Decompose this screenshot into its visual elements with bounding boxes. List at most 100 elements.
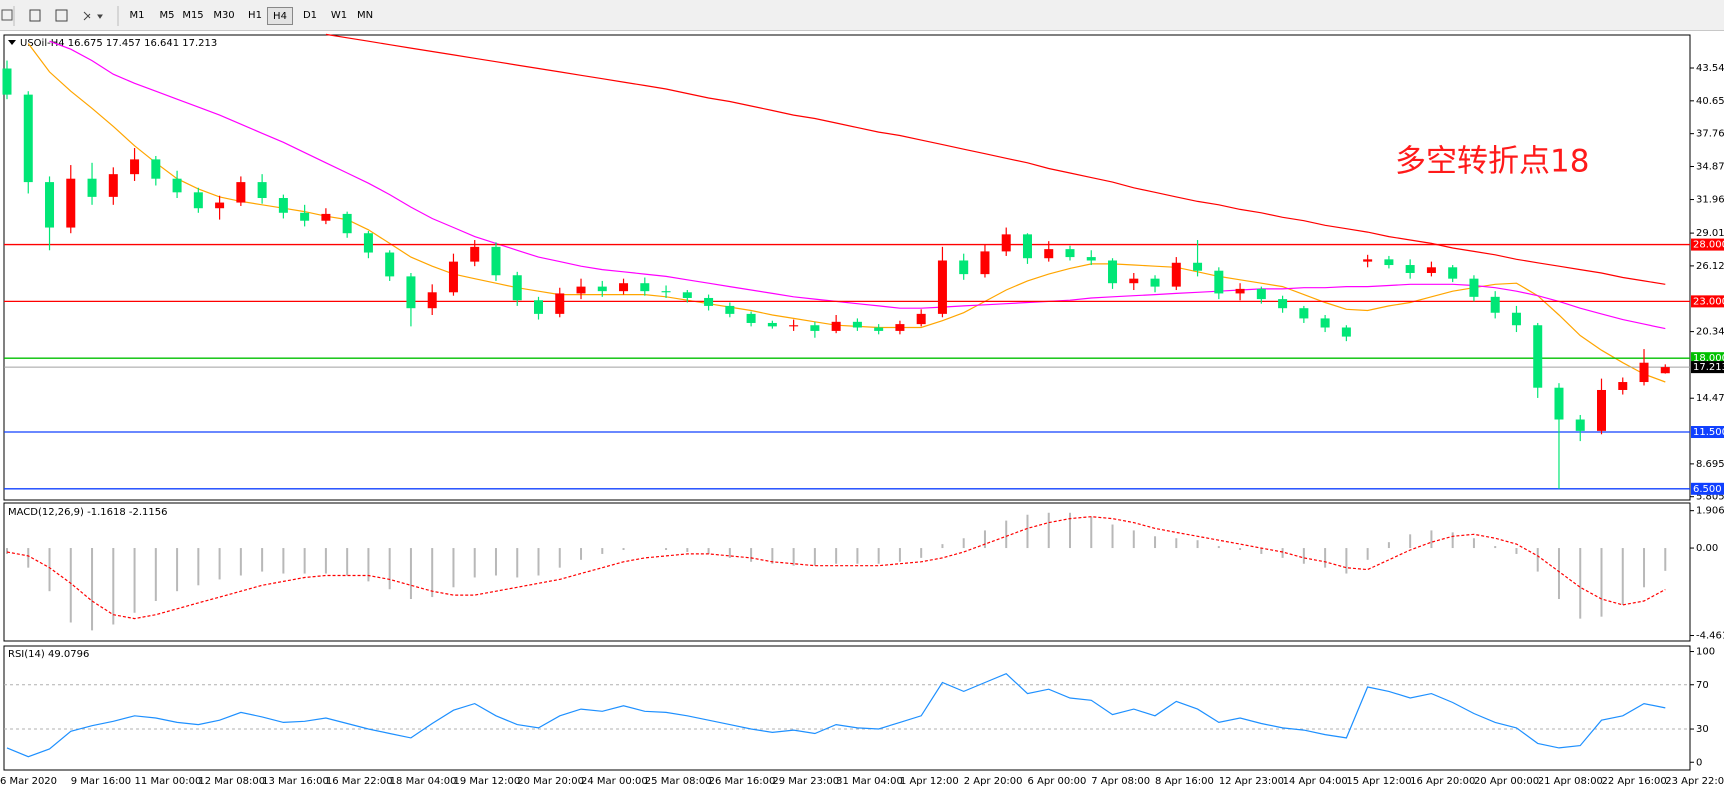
x-tick-label: 2 Apr 20:00 <box>964 776 1023 787</box>
y-tick-label: 31.965 <box>1696 195 1724 206</box>
x-tick-label: 15 Apr 12:00 <box>1346 776 1411 787</box>
y-tick-label: 29.010 <box>1696 228 1724 239</box>
timeframe-button[interactable]: M15 <box>182 10 204 21</box>
x-tick-label: 20 Mar 20:00 <box>517 776 584 787</box>
x-tick-label: 8 Apr 16:00 <box>1155 776 1214 787</box>
candle-body <box>874 327 884 331</box>
candle-body <box>491 246 501 276</box>
candle-body <box>959 260 969 275</box>
x-tick-label: 1 Apr 12:00 <box>900 776 959 787</box>
x-tick-label: 21 Apr 08:00 <box>1538 776 1603 787</box>
y-tick-label: 70 <box>1696 680 1709 691</box>
y-tick-label: 100 <box>1696 647 1715 658</box>
candle-body <box>1490 296 1500 313</box>
icon-label <box>55 9 68 22</box>
y-tick-label: 40.655 <box>1696 96 1724 107</box>
rsi-line <box>6 672 1666 758</box>
candle-body <box>108 174 118 197</box>
candle-body <box>1448 267 1458 279</box>
timeframe-button[interactable]: M1 <box>129 10 145 21</box>
candle-body <box>1384 259 1394 266</box>
candle-body <box>1533 325 1543 388</box>
candle-body <box>363 233 373 253</box>
timeframe-button[interactable]: H4 <box>267 7 293 25</box>
x-tick-label: 26 Mar 16:00 <box>709 776 776 787</box>
y-tick-label: 34.875 <box>1696 161 1724 172</box>
timeframe-button[interactable]: H1 <box>248 10 262 21</box>
candle-body <box>2 68 12 95</box>
candle-body <box>852 321 862 328</box>
candle-body <box>427 292 437 309</box>
candle-body <box>916 313 926 325</box>
candle-body <box>172 178 182 193</box>
candle-body <box>470 246 480 262</box>
timeframe-button[interactable]: M30 <box>213 10 235 21</box>
candle-body <box>725 305 735 314</box>
chart: USOil-H4 16.675 17.457 16.641 17.213 多空转… <box>0 33 1724 787</box>
candle-body <box>1469 278 1479 297</box>
level-label: 28.000 <box>1693 240 1724 251</box>
candle-body <box>767 322 777 327</box>
candle-body <box>1150 278 1160 287</box>
icon-text <box>29 9 41 22</box>
timeframe-button[interactable]: M5 <box>159 10 175 21</box>
candle-body <box>1575 419 1585 431</box>
icon-objects <box>83 11 103 21</box>
candle-body <box>1171 262 1181 287</box>
y-tick-label: -4.4614 <box>1696 631 1724 642</box>
x-tick-label: 25 Mar 08:00 <box>645 776 712 787</box>
x-tick-label: 6 Mar 2020 <box>0 776 57 787</box>
collapse-icon <box>8 40 16 45</box>
x-tick-label: 31 Mar 04:00 <box>836 776 903 787</box>
candle-body <box>831 321 841 331</box>
x-tick-label: 16 Mar 22:00 <box>326 776 393 787</box>
candle-body <box>1426 267 1436 273</box>
candle-body <box>66 178 76 228</box>
last-price-bg <box>1691 361 1724 374</box>
candle-body <box>619 283 629 292</box>
candle-body <box>1554 387 1564 420</box>
candle-body <box>406 276 416 309</box>
candle-body <box>1193 262 1203 271</box>
candle-body <box>810 325 820 331</box>
candle-body <box>1363 259 1373 262</box>
candle-body <box>895 324 905 331</box>
candle-body <box>1022 234 1032 259</box>
candle-body <box>1511 312 1521 326</box>
toolbar-icons <box>1 6 119 26</box>
candle-body <box>1597 389 1606 431</box>
candle-body <box>130 159 140 175</box>
candle-body <box>1320 318 1330 328</box>
candle-body <box>534 300 543 314</box>
candle-body <box>257 182 267 199</box>
candle-body <box>1108 260 1118 284</box>
timeframe-button[interactable]: D1 <box>302 10 318 21</box>
level-label: 11.500 <box>1693 427 1724 438</box>
x-tick-label: 24 Mar 00:00 <box>581 776 648 787</box>
candle-body <box>236 182 246 203</box>
x-tick-label: 29 Mar 23:00 <box>772 776 839 787</box>
rsi-title: RSI(14) 49.0796 <box>8 649 89 660</box>
candle-body <box>1405 265 1415 273</box>
candle-body <box>576 286 586 294</box>
candle-body <box>87 178 97 197</box>
level-label-bg <box>1691 238 1724 251</box>
candle-body <box>1001 234 1011 252</box>
candle-body <box>151 159 161 179</box>
macd-title: MACD(12,26,9) -1.1618 -2.1156 <box>8 507 168 518</box>
candle-body <box>1278 299 1288 309</box>
level-label-bg <box>1691 482 1724 495</box>
moving-average <box>49 40 1666 330</box>
x-tick-label: 14 Apr 04:00 <box>1283 776 1348 787</box>
x-tick-label: 9 Mar 16:00 <box>71 776 131 787</box>
timeframe-button[interactable]: MN <box>356 10 374 21</box>
candle-body <box>321 213 331 221</box>
candle-body <box>661 291 671 293</box>
y-tick-label: 1.9069 <box>1696 506 1724 517</box>
candle-body <box>193 192 203 209</box>
timeframe-button[interactable]: W1 <box>330 10 348 21</box>
x-tick-label: 13 Mar 16:00 <box>262 776 329 787</box>
candle-body <box>789 325 799 327</box>
candle-body <box>1214 270 1224 294</box>
